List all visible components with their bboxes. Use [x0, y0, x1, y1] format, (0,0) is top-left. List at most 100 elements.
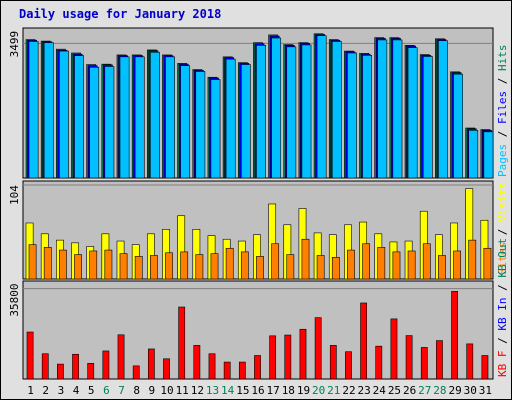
- day-label-22: 22: [342, 384, 355, 397]
- bar-sites-day-19: [301, 238, 310, 280]
- bar-sites-day-13: [210, 253, 219, 280]
- day-label-20: 20: [312, 384, 325, 397]
- legend-visits-panel-entry: Sites: [496, 242, 509, 275]
- bar-sites-day-23: [362, 243, 371, 280]
- day-label-27: 27: [418, 384, 431, 397]
- bar-sites-day-9: [149, 255, 158, 280]
- bar-sites-day-1: [28, 244, 37, 280]
- day-label-14: 14: [221, 384, 235, 397]
- day-label-15: 15: [236, 384, 249, 397]
- bar-kbf-day-22: [345, 351, 352, 380]
- bar-sites-day-16: [256, 256, 264, 280]
- day-label-29: 29: [448, 384, 461, 397]
- bar-kbf-day-26: [405, 335, 413, 380]
- bar-sites-day-21: [331, 257, 340, 280]
- legend-kbytes-panel: KB F / KB In / KB Out: [496, 238, 509, 377]
- bar-kbf-day-6: [102, 350, 110, 380]
- bar-pages-day-5: [89, 66, 100, 179]
- day-label-3: 3: [58, 384, 65, 397]
- bar-sites-day-28: [438, 255, 446, 280]
- ytick-label-kbytes: 35800: [8, 283, 21, 316]
- bar-pages-day-18: [286, 46, 297, 179]
- legend-kbytes-panel-entry: KB Out: [496, 238, 509, 278]
- bar-kbf-day-23: [360, 302, 368, 380]
- bar-sites-day-8: [134, 256, 143, 280]
- plot-panel-3: [22, 280, 494, 380]
- legend-kbytes-panel-entry: /: [496, 278, 509, 298]
- bar-sites-day-6: [104, 249, 113, 280]
- day-label-6: 6: [103, 384, 110, 397]
- bar-sites-day-30: [468, 239, 477, 280]
- day-label-1: 1: [27, 384, 34, 397]
- bar-pages-day-23: [362, 55, 373, 179]
- bar-kbf-day-8: [132, 365, 140, 380]
- bar-pages-day-14: [225, 58, 236, 179]
- legend-kbytes-panel-entry: KB In: [496, 298, 509, 331]
- bar-sites-day-25: [392, 251, 401, 280]
- bar-pages-day-29: [453, 73, 463, 179]
- bar-sites-day-18: [286, 254, 295, 280]
- day-label-21: 21: [327, 384, 340, 397]
- bar-sites-day-3: [59, 249, 67, 280]
- bar-sites-day-4: [74, 254, 82, 280]
- bar-sites-day-24: [377, 247, 386, 280]
- bar-kbf-day-21: [329, 345, 337, 380]
- day-label-10: 10: [160, 384, 173, 397]
- day-label-23: 23: [358, 384, 371, 397]
- bar-sites-day-5: [89, 250, 98, 280]
- bar-kbf-day-30: [466, 343, 474, 380]
- bar-kbf-day-29: [451, 291, 458, 380]
- legend-hits-panel-entry: Hits: [496, 45, 509, 72]
- bar-kbf-day-15: [238, 361, 246, 380]
- day-label-26: 26: [403, 384, 416, 397]
- bar-kbf-day-12: [193, 345, 201, 380]
- bar-sites-day-7: [119, 253, 128, 280]
- chart-title: Daily usage for January 2018: [19, 7, 221, 21]
- bar-pages-day-17: [271, 37, 282, 179]
- bar-kbf-day-28: [436, 340, 443, 380]
- bar-kbf-day-3: [57, 363, 64, 380]
- day-label-4: 4: [73, 384, 80, 397]
- bar-kbf-day-7: [117, 334, 125, 380]
- bar-kbf-day-27: [420, 347, 428, 380]
- bar-kbf-day-17: [269, 335, 277, 380]
- bar-pages-day-15: [240, 64, 251, 179]
- bar-sites-day-17: [271, 243, 280, 280]
- day-label-11: 11: [176, 384, 189, 397]
- bar-pages-day-26: [407, 47, 418, 179]
- legend-hits-panel-entry: Files: [496, 91, 509, 124]
- day-label-16: 16: [251, 384, 264, 397]
- day-label-24: 24: [373, 384, 387, 397]
- bar-pages-day-19: [301, 44, 312, 179]
- bar-pages-day-12: [195, 71, 206, 179]
- bar-sites-day-15: [240, 251, 249, 280]
- bar-pages-day-24: [377, 39, 388, 179]
- bar-pages-day-25: [392, 39, 403, 179]
- bar-pages-day-2: [43, 42, 54, 179]
- bar-pages-day-8: [134, 56, 145, 179]
- day-label-30: 30: [464, 384, 477, 397]
- day-label-2: 2: [42, 384, 49, 397]
- ytick-label-hits: 3499: [8, 31, 21, 58]
- bar-pages-day-10: [165, 56, 175, 179]
- bar-sites-day-2: [43, 247, 52, 280]
- day-label-28: 28: [433, 384, 446, 397]
- day-label-31: 31: [479, 384, 492, 397]
- bar-kbf-day-11: [178, 306, 186, 380]
- bar-sites-day-26: [407, 250, 416, 280]
- bar-kbf-day-4: [72, 353, 79, 380]
- bar-pages-day-30: [468, 130, 479, 179]
- day-label-19: 19: [297, 384, 310, 397]
- bar-pages-day-4: [74, 55, 84, 179]
- bar-kbf-day-2: [41, 353, 49, 380]
- bar-pages-day-27: [422, 56, 433, 179]
- legend-visits-panel-entry: Visits: [496, 182, 509, 222]
- day-label-18: 18: [282, 384, 295, 397]
- legend-visits-panel-entry: /: [496, 222, 509, 242]
- legend-kbytes-panel-entry: KB F: [496, 351, 509, 378]
- bar-pages-day-21: [331, 41, 342, 179]
- bar-pages-day-1: [28, 41, 39, 179]
- bar-sites-day-27: [422, 243, 431, 280]
- day-label-25: 25: [388, 384, 401, 397]
